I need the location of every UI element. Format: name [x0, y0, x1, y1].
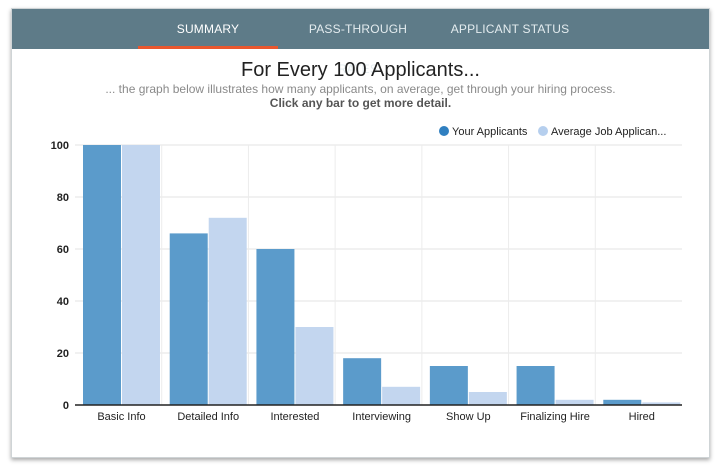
bar-your-applicants[interactable] [169, 233, 208, 405]
legend-your-applicants-label[interactable]: Your Applicants [452, 126, 528, 138]
y-tick-label: 0 [63, 400, 69, 412]
x-tick-label: Detailed Info [177, 411, 239, 423]
bar-your-applicants[interactable] [256, 249, 295, 405]
bar-average[interactable] [122, 145, 160, 405]
tab-pass-through-rates[interactable]: PASS-THROUGH RATES [308, 22, 408, 76]
x-tick-label: Finalizing Hire [520, 411, 590, 423]
bar-chart: 0 20 40 60 80 100 Basic Info Detailed Info Inter… [51, 126, 682, 423]
bar-your-applicants[interactable] [429, 366, 468, 405]
bar-average[interactable] [555, 399, 594, 405]
y-tick-label: 100 [51, 140, 69, 152]
bar-average[interactable] [208, 217, 247, 405]
x-tick-label: Show Up [446, 411, 491, 423]
x-tick-label: Interviewing [352, 411, 411, 423]
y-tick-label: 80 [57, 192, 69, 204]
legend-your-applicants-marker[interactable] [439, 126, 449, 136]
chart-subtitle: ... the graph below illustrates how many… [105, 82, 616, 96]
legend-average-marker[interactable] [538, 126, 548, 136]
y-tick-label: 60 [57, 244, 69, 256]
legend-average-label[interactable]: Average Job Applican... [551, 126, 666, 138]
bar-average[interactable] [295, 327, 334, 405]
bar-your-applicants[interactable] [343, 358, 382, 405]
bar-average[interactable] [642, 402, 681, 405]
x-tick-label: Hired [629, 411, 655, 423]
tab-applicant-status[interactable]: APPLICANT STATUS [450, 22, 570, 36]
bar-your-applicants[interactable] [83, 145, 121, 405]
tab-bar: SUMMARY PASS-THROUGH RATES APPLICANT STA… [12, 9, 709, 76]
tab-summary[interactable]: SUMMARY [176, 22, 240, 36]
y-tick-label: 20 [57, 348, 69, 360]
bar-average[interactable] [382, 386, 421, 405]
bar-average[interactable] [468, 392, 507, 405]
bar-your-applicants[interactable] [516, 366, 555, 405]
x-tick-label: Interested [270, 411, 319, 423]
chart-card: SUMMARY PASS-THROUGH RATES APPLICANT STA… [11, 8, 710, 458]
chart-title: For Every 100 Applicants... [240, 59, 480, 81]
active-tab-indicator [138, 46, 278, 49]
x-tick-label: Basic Info [97, 411, 145, 423]
y-tick-label: 40 [57, 296, 69, 308]
bar-your-applicants[interactable] [603, 399, 642, 405]
chart-instruction: Click any bar to get more detail. [269, 96, 452, 110]
